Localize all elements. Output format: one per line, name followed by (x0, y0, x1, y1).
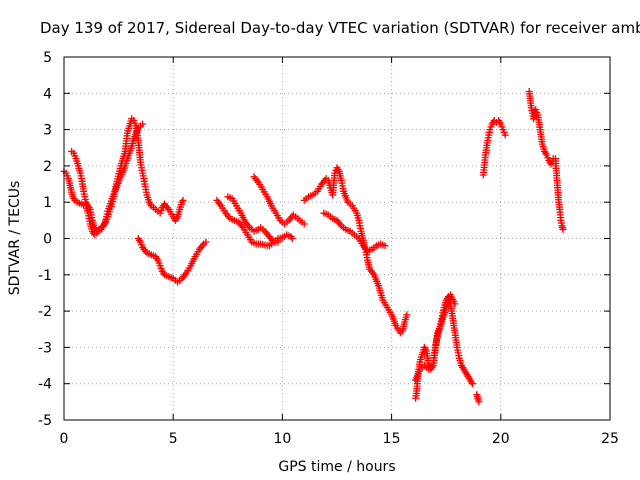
data-point (468, 380, 476, 388)
x-tick-label: 10 (273, 431, 291, 447)
data-point (288, 235, 296, 242)
x-tick-label: 5 (169, 431, 178, 447)
y-tick-label: -3 (38, 340, 52, 356)
y-tick-label: 3 (43, 123, 52, 139)
y-axis-title: SDTVAR / TECUs (7, 181, 23, 296)
data-point (403, 311, 411, 319)
y-tick-label: 0 (43, 232, 52, 248)
data-point (559, 225, 567, 233)
y-tick-label: -2 (38, 304, 52, 320)
y-tick-label: 1 (43, 195, 52, 211)
x-tick-label: 25 (601, 431, 619, 447)
data-point (300, 220, 308, 228)
y-tick-label: -1 (38, 268, 52, 284)
chart-title: Day 139 of 2017, Sidereal Day-to-day VTE… (40, 19, 640, 37)
x-tick-label: 20 (492, 431, 510, 447)
y-tick-label: -5 (38, 413, 52, 429)
x-tick-label: 0 (60, 431, 69, 447)
plot-frame (63, 56, 611, 421)
data-point (139, 120, 147, 128)
data-point (475, 398, 483, 406)
y-tick-label: 2 (43, 159, 52, 175)
data-point (179, 196, 187, 204)
data-marks (60, 87, 567, 406)
data-point (274, 238, 282, 246)
data-point (381, 242, 389, 250)
data-point (451, 300, 459, 308)
data-point (202, 238, 210, 246)
axis-ticks: 0 5 10 15 20 25 -5 -4 -3 -2 -1 0 1 2 3 4 5 (38, 50, 619, 447)
y-tick-label: 4 (43, 86, 52, 102)
y-tick-label: -4 (38, 377, 52, 393)
data-point (501, 131, 509, 139)
x-tick-label: 15 (383, 431, 401, 447)
x-axis-title: GPS time / hours (278, 459, 395, 475)
y-tick-label: 5 (43, 50, 52, 66)
grid (64, 57, 610, 420)
